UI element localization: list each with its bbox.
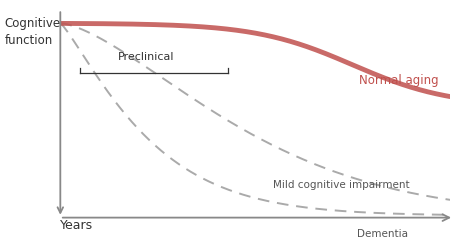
Text: Cognitive
function: Cognitive function (5, 17, 61, 47)
Text: Dementia: Dementia (356, 229, 407, 239)
Text: Years: Years (60, 219, 93, 232)
Text: Preclinical: Preclinical (118, 52, 174, 62)
Text: Mild cognitive impairment: Mild cognitive impairment (272, 180, 408, 190)
Text: Normal aging: Normal aging (358, 74, 438, 87)
